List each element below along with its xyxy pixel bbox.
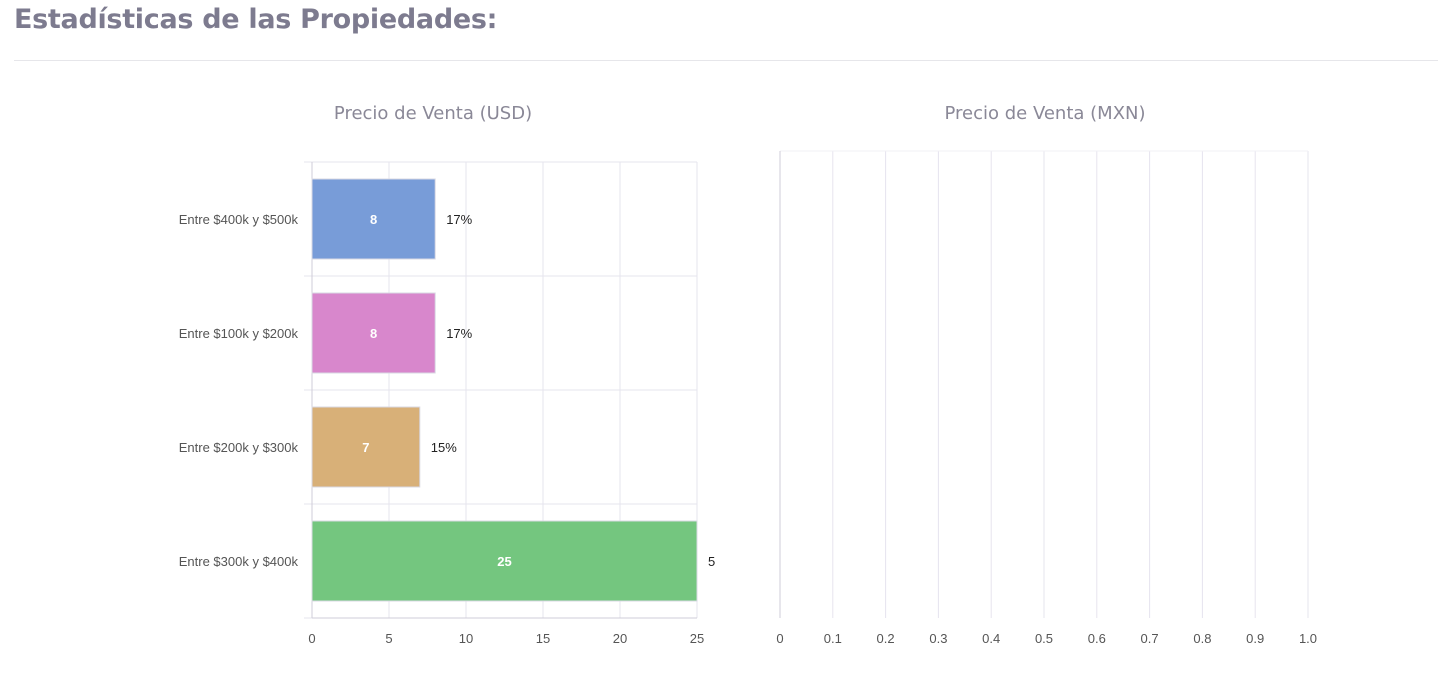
- x-tick-label: 25: [690, 631, 704, 646]
- x-tick-label: 10: [459, 631, 473, 646]
- bar-value-label: 8: [370, 326, 377, 341]
- category-label: Entre $100k y $200k: [179, 326, 299, 341]
- x-tick-label: 0: [308, 631, 315, 646]
- x-tick-label: 20: [613, 631, 627, 646]
- x-tick-label: 0.9: [1246, 631, 1264, 646]
- x-tick-label: 0.2: [877, 631, 895, 646]
- x-tick-label: 0.6: [1088, 631, 1106, 646]
- bar: [311, 178, 436, 260]
- x-tick-label: 0.8: [1193, 631, 1211, 646]
- percent-label: 5: [708, 554, 715, 569]
- percent-label: 17%: [446, 326, 472, 341]
- x-tick-label: 0.4: [982, 631, 1000, 646]
- x-tick-label: 0.5: [1035, 631, 1053, 646]
- bar-value-label: 7: [362, 440, 369, 455]
- x-tick-label: 0.3: [929, 631, 947, 646]
- chart-title-usd: Precio de Venta (USD): [333, 103, 533, 124]
- bar: [311, 292, 436, 374]
- bar: [311, 406, 421, 488]
- bar-value-label: 8: [370, 212, 377, 227]
- section-divider: [14, 60, 1438, 61]
- percent-label: 15%: [431, 440, 457, 455]
- category-label: Entre $400k y $500k: [179, 212, 299, 227]
- category-label: Entre $200k y $300k: [179, 440, 299, 455]
- x-tick-label: 15: [536, 631, 550, 646]
- section-title: Estadísticas de las Propiedades:: [14, 4, 498, 35]
- chart-title-mxn: Precio de Venta (MXN): [944, 103, 1146, 124]
- percent-label: 17%: [446, 212, 472, 227]
- x-tick-label: 0.1: [824, 631, 842, 646]
- x-tick-label: 5: [385, 631, 392, 646]
- category-label: Entre $300k y $400k: [179, 554, 299, 569]
- x-tick-label: 0: [776, 631, 783, 646]
- bar-value-label: 25: [497, 554, 511, 569]
- bar: [311, 520, 698, 602]
- x-tick-label: 0.7: [1141, 631, 1159, 646]
- x-tick-label: 1.0: [1299, 631, 1317, 646]
